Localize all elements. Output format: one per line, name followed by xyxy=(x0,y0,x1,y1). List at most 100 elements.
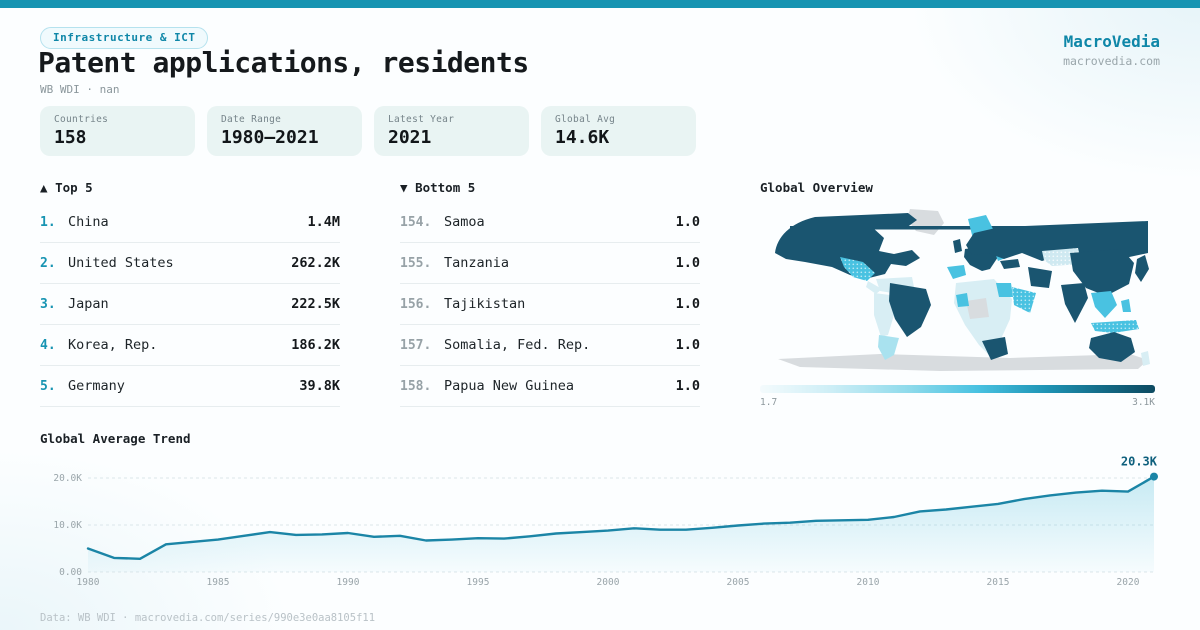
data-source: Data: WB WDI · macrovedia.com/series/990… xyxy=(40,612,376,624)
rank: 5. xyxy=(40,378,56,394)
map-region-indonesia xyxy=(1091,320,1139,333)
top-accent-bar xyxy=(0,0,1200,8)
map-region-iran xyxy=(1028,267,1052,288)
country-value: 1.0 xyxy=(675,337,700,353)
page-title: Patent applications, residents xyxy=(38,46,529,79)
map-region-china xyxy=(1070,249,1134,296)
country-name: Tajikistan xyxy=(444,296,526,312)
x-tick-label: 2010 xyxy=(857,577,880,588)
map-region-antarctica xyxy=(778,354,1148,371)
map-region-andes xyxy=(874,293,894,337)
stat-card-date-range: Date Range 1980—2021 xyxy=(207,106,362,156)
x-tick-label: 1985 xyxy=(207,577,230,588)
country-name: Papua New Guinea xyxy=(444,378,575,394)
country-value: 1.0 xyxy=(675,255,700,271)
rank: 154. xyxy=(400,214,432,230)
country-value: 186.2K xyxy=(291,337,340,353)
country-name: Somalia, Fed. Rep. xyxy=(444,337,591,353)
x-tick-label: 1990 xyxy=(337,577,360,588)
trend-area xyxy=(88,476,1154,572)
stat-value: 158 xyxy=(54,127,87,148)
stat-value: 2021 xyxy=(388,127,432,148)
stat-value: 14.6K xyxy=(555,127,610,148)
map-region-west-africa xyxy=(956,293,969,307)
country-name: Japan xyxy=(68,296,109,312)
map-region-brazil xyxy=(889,283,931,337)
list-item: 4. Korea, Rep. 186.2K xyxy=(40,325,340,366)
country-value: 222.5K xyxy=(291,296,340,312)
map-region-north-america xyxy=(775,213,920,279)
map-legend-labels: 1.7 3.1K xyxy=(760,397,1155,408)
map-region-argentina xyxy=(878,335,899,360)
map-region-central-africa xyxy=(966,298,989,319)
x-tick-label: 1995 xyxy=(467,577,490,588)
map-region-india xyxy=(1061,283,1088,323)
rank: 3. xyxy=(40,296,56,312)
rank: 158. xyxy=(400,378,432,394)
x-tick-label: 2015 xyxy=(987,577,1010,588)
triangle-down-icon: ▼ xyxy=(400,180,408,195)
stat-card-countries: Countries 158 xyxy=(40,106,195,156)
x-tick-label: 2005 xyxy=(727,577,750,588)
map-title: Global Overview xyxy=(760,180,873,195)
country-name: United States xyxy=(68,255,174,271)
map-region-mexico xyxy=(840,257,875,281)
map-region-southeast-asia xyxy=(1091,291,1117,318)
stat-card-global-avg: Global Avg 14.6K xyxy=(541,106,696,156)
stat-label: Date Range xyxy=(221,114,282,125)
map-region-central-america xyxy=(866,281,882,294)
list-item: 3. Japan 222.5K xyxy=(40,284,340,325)
map-region-egypt xyxy=(996,283,1013,297)
brand-block: MacroVedia macrovedia.com xyxy=(1063,32,1160,68)
rank: 156. xyxy=(400,296,432,312)
map-region-australia xyxy=(1089,332,1135,362)
trend-panel: Global Average Trend 0.00 10.0K 20.0K 1980 1… xyxy=(40,431,1160,590)
rank: 4. xyxy=(40,337,56,353)
list-item: 156. Tajikistan 1.0 xyxy=(400,284,700,325)
top5-panel: ▲ Top 5 1. China 1.4M 2. United States 262.2… xyxy=(40,180,340,407)
list-item: 1. China 1.4M xyxy=(40,202,340,243)
stat-label: Global Avg xyxy=(555,114,616,125)
map-legend-min: 1.7 xyxy=(760,397,778,408)
country-value: 1.0 xyxy=(675,378,700,394)
brand-domain: macrovedia.com xyxy=(1063,54,1160,68)
trend-end-dot xyxy=(1150,472,1158,481)
world-map xyxy=(775,209,1150,371)
trend-end-label: 20.3K xyxy=(1121,455,1158,469)
rank: 157. xyxy=(400,337,432,353)
bottom5-header: ▼ Bottom 5 xyxy=(400,180,700,202)
country-name: Samoa xyxy=(444,214,485,230)
bottom5-panel: ▼ Bottom 5 154. Samoa 1.0 155. Tanzania 1.0 … xyxy=(400,180,700,407)
list-item: 5. Germany 39.8K xyxy=(40,366,340,407)
list-item: 158. Papua New Guinea 1.0 xyxy=(400,366,700,407)
category-badge: Infrastructure & ICT xyxy=(40,27,209,49)
stat-card-latest-year: Latest Year 2021 xyxy=(374,106,529,156)
country-value: 1.0 xyxy=(675,214,700,230)
rank: 155. xyxy=(400,255,432,271)
bottom5-title: Bottom 5 xyxy=(415,180,476,195)
map-region-turkey xyxy=(1000,259,1020,269)
stat-label: Countries xyxy=(54,114,109,125)
source-subtitle: WB WDI · nan xyxy=(40,83,120,96)
stat-label: Latest Year xyxy=(388,114,455,125)
map-legend-max: 3.1K xyxy=(1132,397,1155,408)
rank: 1. xyxy=(40,214,56,230)
list-item: 154. Samoa 1.0 xyxy=(400,202,700,243)
trend-chart: 0.00 10.0K 20.0K 1980 1985 1990 1995 2000 2005 20… xyxy=(53,455,1158,588)
list-item: 155. Tanzania 1.0 xyxy=(400,243,700,284)
rank: 2. xyxy=(40,255,56,271)
country-value: 1.0 xyxy=(675,296,700,312)
stats-row: Countries 158 Date Range 1980—2021 Lates… xyxy=(40,106,696,156)
map-region-uk xyxy=(953,239,962,253)
country-name: Korea, Rep. xyxy=(68,337,158,353)
country-name: Germany xyxy=(68,378,125,394)
map-region-new-zealand xyxy=(1141,351,1150,366)
list-item: 2. United States 262.2K xyxy=(40,243,340,284)
x-tick-label: 2020 xyxy=(1117,577,1140,588)
country-name: China xyxy=(68,214,109,230)
trend-line xyxy=(86,475,1156,561)
country-value: 39.8K xyxy=(299,378,340,394)
y-tick-label: 20.0K xyxy=(53,473,82,484)
map-region-japan xyxy=(1135,255,1149,282)
y-tick-label: 0.00 xyxy=(59,567,82,578)
